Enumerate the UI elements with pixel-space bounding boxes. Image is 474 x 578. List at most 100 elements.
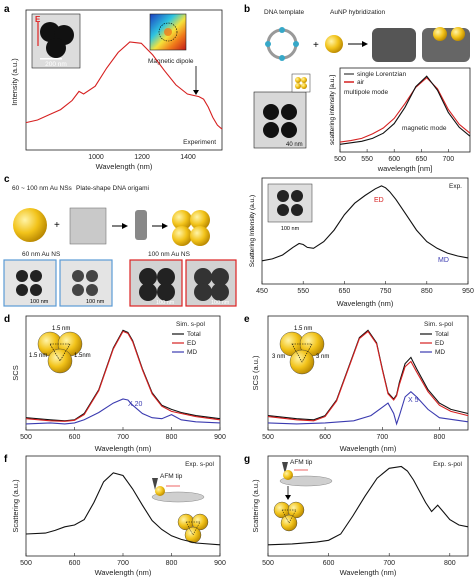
panel-c-xtick-850: 850 bbox=[421, 288, 433, 295]
panel-d-gap-label-top: 1.5 nm bbox=[52, 326, 70, 332]
panel-e-legend-ed: ED bbox=[435, 340, 444, 347]
dna-template-label: DNA template bbox=[264, 9, 304, 16]
panel-e-letter: e bbox=[244, 314, 250, 325]
panel-b-tem-inset: 40 nm bbox=[253, 73, 311, 149]
panel-e-series-ed bbox=[267, 330, 469, 422]
panel-d-factor: X 20 bbox=[128, 401, 143, 408]
panel-b: b DNA template AuNP hybridization + 40 n… bbox=[244, 4, 471, 173]
tem-60-scale-2: 100 nm bbox=[86, 299, 105, 305]
panel-a-scalebar-label: 200 nm bbox=[45, 61, 67, 68]
panel-b-legend-air: air bbox=[357, 79, 365, 86]
panel-b-ylabel: scattering intensity [a.u.] bbox=[329, 75, 336, 145]
tem-100nm-label: 100 nm Au NS bbox=[148, 251, 191, 258]
panel-d-xlabel: Wavelength (nm) bbox=[95, 444, 152, 453]
panel-e-series-md bbox=[267, 390, 469, 426]
panel-c-plus: + bbox=[54, 220, 60, 231]
panel-b-xtick-700: 700 bbox=[442, 156, 454, 163]
panel-g-xlabel: Wavelength (nm) bbox=[340, 568, 397, 577]
tem-60nm-group: 100 nm 100 nm bbox=[3, 259, 113, 307]
panel-a-xtick-1000: 1000 bbox=[88, 154, 104, 161]
origami-label: Plate-shape DNA origami bbox=[76, 185, 149, 192]
panel-d-legend-total: Total bbox=[187, 331, 201, 338]
panel-g-letter: g bbox=[244, 454, 250, 465]
panel-a-xlabel: Wavelength (nm) bbox=[96, 162, 153, 171]
panel-g-xtick-800: 800 bbox=[444, 560, 456, 567]
tem-60nm-label: 60 nm Au NS bbox=[22, 251, 61, 258]
panel-c-md-label: MD bbox=[438, 257, 449, 264]
au-nanosphere bbox=[13, 208, 47, 242]
panel-a-xtick-1400: 1400 bbox=[180, 154, 196, 161]
panel-b-axes-frame bbox=[339, 67, 471, 153]
panel-e-xtick-500: 500 bbox=[262, 434, 274, 441]
panel-a-arrowhead bbox=[193, 90, 199, 95]
panel-f-letter: f bbox=[4, 454, 8, 465]
panel-g-axes-frame bbox=[267, 455, 469, 557]
panel-a: a Wavelength (nm) Intensity (a.u.) 1000 … bbox=[4, 4, 223, 171]
panel-c-letter: c bbox=[4, 174, 10, 185]
panel-a-axes-frame bbox=[25, 9, 223, 151]
panel-d-xtick-500: 500 bbox=[20, 434, 32, 441]
panel-g-exp-label: Exp. s-pol bbox=[433, 461, 462, 468]
panel-d-legend-title: Sim. s-pol bbox=[176, 321, 205, 328]
panel-g: g Exp. s-pol AFM tip Wavelength (nm) Sca… bbox=[244, 454, 469, 577]
assembled-tetramer bbox=[172, 210, 192, 230]
panel-c-exp-label: Exp. bbox=[449, 183, 462, 190]
panel-a-tem-inset: E 200 nm bbox=[31, 13, 81, 69]
panel-a-series-experiment bbox=[25, 41, 223, 130]
tem-100-scale-2: 100 nm bbox=[211, 300, 230, 306]
dna-template-ring bbox=[266, 28, 298, 60]
panel-e-axes-frame bbox=[267, 315, 469, 431]
tem-100nm-group: 100 nm 100 nm bbox=[129, 259, 237, 307]
panel-g-xtick-600: 600 bbox=[323, 560, 335, 567]
panel-d-series-ed bbox=[25, 330, 221, 422]
panel-c-series-exp- bbox=[261, 185, 469, 262]
panel-g-series-exp-s-pol bbox=[267, 465, 469, 546]
panel-e-gap-label-right: 3 nm bbox=[316, 354, 329, 360]
tem-100-scale-1: 100 nm bbox=[156, 300, 175, 306]
panel-d-letter: d bbox=[4, 314, 10, 325]
magnetic-mode-label: magnetic mode bbox=[402, 125, 447, 132]
ns-size-label: 60 ~ 100 nm Au NSs bbox=[12, 185, 73, 192]
panel-e-xtick-700: 700 bbox=[376, 434, 388, 441]
panel-f-xtick-500: 500 bbox=[20, 560, 32, 567]
panel-c-inset-scale: 100 nm bbox=[281, 226, 300, 232]
panel-b-legend-lorentzian: single Lorentzian bbox=[357, 71, 407, 78]
panel-d-xtick-600: 600 bbox=[69, 434, 81, 441]
panel-e: e 1.5 nm 3 nm 3 nm Sim. s-pol Total ED M… bbox=[244, 314, 469, 453]
panel-a-field-map bbox=[149, 13, 187, 51]
panel-d-legend-md: MD bbox=[187, 349, 197, 356]
panel-c-xtick-550: 550 bbox=[297, 288, 309, 295]
panel-b-xtick-600: 600 bbox=[388, 156, 400, 163]
panel-b-xlabel: wavelength [nm] bbox=[377, 164, 433, 173]
panel-b-plus: + bbox=[313, 40, 319, 51]
panel-d-xtick-900: 900 bbox=[214, 434, 226, 441]
panel-d-xtick-800: 800 bbox=[166, 434, 178, 441]
panel-f-afm-illustration bbox=[151, 478, 209, 544]
panel-d-gap-label-right: 1.5nm bbox=[74, 353, 91, 359]
panel-f-ylabel: Scattering (a.u.) bbox=[11, 479, 20, 533]
panel-f: f Exp. s-pol AFM tip Wavelength (nm) Sca… bbox=[4, 454, 226, 577]
panel-f-xtick-900: 900 bbox=[214, 560, 226, 567]
e-field-label: E bbox=[35, 15, 41, 24]
panel-b-series-air bbox=[339, 76, 471, 143]
multipole-mode-label: multipole mode bbox=[344, 89, 388, 96]
panel-g-afm-illustration bbox=[273, 462, 333, 532]
panel-d-legend-ed: ED bbox=[187, 340, 196, 347]
panel-e-gap-label-top: 1.5 nm bbox=[294, 326, 312, 332]
panel-f-series-exp-s-pol bbox=[25, 472, 221, 546]
panel-a-magnetic-dipole-label: Magnetic dipole bbox=[148, 58, 194, 65]
panel-e-factor: X 5 bbox=[408, 397, 419, 404]
panel-b-series-single-lorentzian bbox=[339, 75, 471, 145]
panel-d-ylabel: SCS bbox=[11, 365, 20, 380]
panel-d-trimer-illustration bbox=[37, 331, 83, 374]
panel-b-scale-label: 40 nm bbox=[286, 142, 303, 148]
origami-side-view bbox=[135, 210, 147, 240]
panel-g-ylabel: Scattering (a.u.) bbox=[251, 479, 260, 533]
panel-c-xtick-450: 450 bbox=[256, 288, 268, 295]
panel-a-letter: a bbox=[4, 4, 10, 15]
panel-f-xtick-800: 800 bbox=[166, 560, 178, 567]
panel-e-legend-total: Total bbox=[435, 331, 449, 338]
panel-d-xtick-700: 700 bbox=[117, 434, 129, 441]
panel-f-xtick-700: 700 bbox=[117, 560, 129, 567]
panel-e-gap-label-left: 3 nm bbox=[272, 354, 285, 360]
